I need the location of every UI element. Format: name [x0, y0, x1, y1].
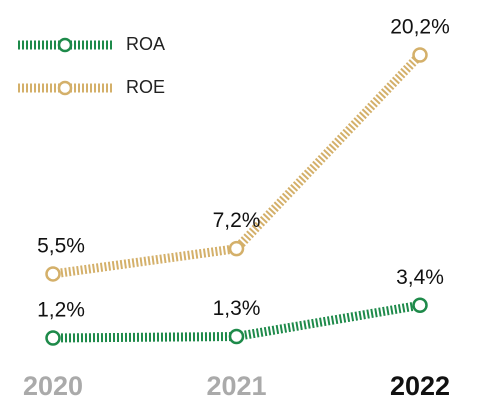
value-label: 1,2%	[37, 299, 85, 322]
series-line	[52, 300, 421, 343]
x-tick-label: 2022	[390, 371, 450, 401]
point	[412, 47, 428, 63]
point	[412, 297, 428, 313]
legend-marker	[57, 80, 73, 96]
point	[45, 266, 61, 282]
value-label: 1,3%	[213, 297, 261, 320]
point	[228, 328, 245, 345]
point	[45, 330, 61, 346]
value-label: 5,5%	[37, 234, 85, 257]
legend-marker	[57, 37, 73, 53]
legend-label: ROE	[126, 77, 165, 97]
point	[228, 240, 245, 257]
value-label: 3,4%	[396, 266, 444, 289]
value-label: 7,2%	[213, 209, 261, 232]
legend-label: ROA	[126, 34, 165, 54]
x-tick-label: 2021	[206, 371, 266, 401]
x-tick-label: 2020	[23, 371, 83, 401]
value-label: 20,2%	[390, 16, 450, 39]
